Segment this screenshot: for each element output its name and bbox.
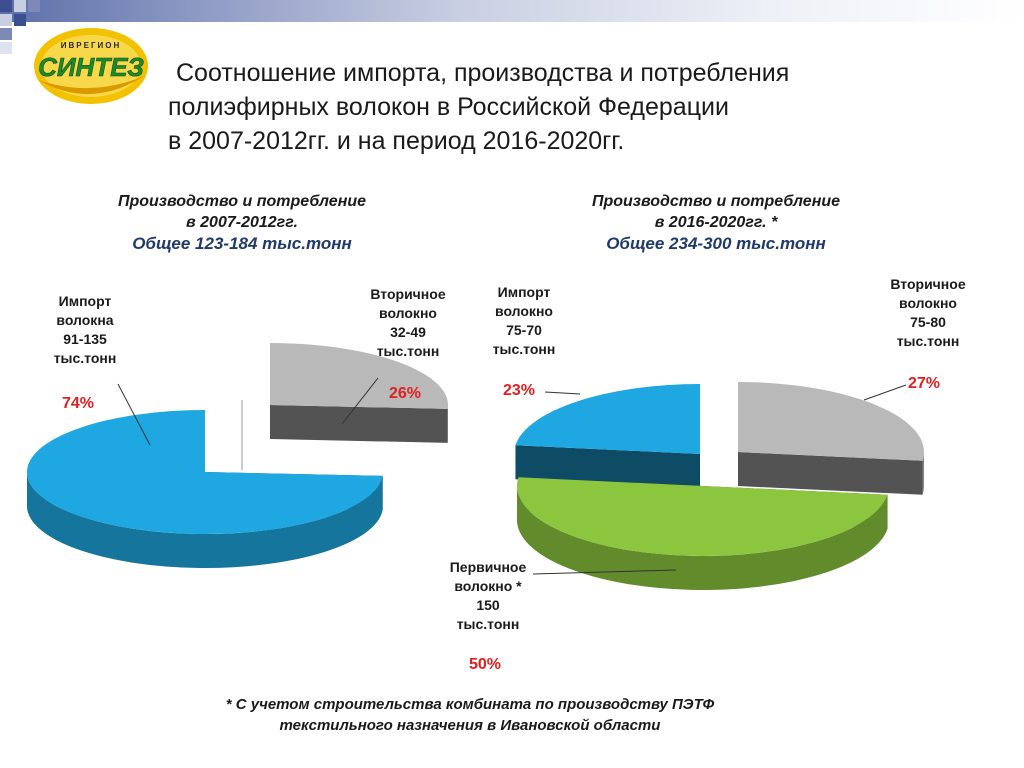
chart1-secondary-label: Вторичное волокно 32-49 тыс.тонн	[352, 285, 464, 361]
chart2-slice-secondary	[738, 382, 924, 495]
chart2-primary-label: Первичное волокно * 150 тыс.тонн	[432, 558, 544, 634]
chart1-heading-line1: Производство и потребление	[117, 193, 367, 210]
chart2-primary-leader	[532, 569, 677, 575]
chart1-secondary-label-line3: 32-49	[390, 324, 426, 340]
chart2-import-label: Импорт волокно 75-70 тыс.тонн	[472, 283, 576, 359]
company-logo: ИВРЕГИОН СИНТЕЗ	[34, 28, 148, 104]
chart2-secondary-label-line1: Вторичное	[890, 276, 966, 292]
chart1-import-label-line3: 91-135	[63, 331, 107, 347]
chart1-heading: Производство и потребление в 2007-2012гг…	[60, 191, 424, 254]
chart1-total: Общее 123-184 тыс.тонн	[132, 234, 352, 253]
footnote-line1: * С учетом строительства комбината по пр…	[225, 696, 715, 713]
chart2-heading-line1: Производство и потребление	[591, 193, 841, 210]
header-band	[0, 0, 1024, 22]
chart2-total: Общее 234-300 тыс.тонн	[606, 234, 826, 253]
title-line-2: полиэфирных волокон в Российской Федерац…	[168, 93, 729, 121]
logo-top-text: ИВРЕГИОН	[61, 41, 121, 50]
chart2-secondary-label-line3: 75-80	[910, 314, 946, 330]
chart2-heading: Производство и потребление в 2016-2020гг…	[534, 191, 898, 254]
chart1-slice-secondary	[270, 343, 448, 443]
chart2-secondary-label: Вторичное волокно 75-80 тыс.тонн	[872, 275, 984, 351]
chart1-import-label-line4: тыс.тонн	[53, 350, 117, 366]
chart2-primary-label-line2: волокно *	[454, 578, 522, 594]
chart2-secondary-leader	[863, 384, 907, 401]
chart2-secondary-label-line2: волокно	[899, 295, 957, 311]
chart2-import-leader	[544, 391, 581, 395]
chart1-secondary-leader	[341, 377, 379, 425]
chart1-import-label-line2: волокна	[56, 312, 114, 328]
chart2-secondary-percent: 27%	[908, 375, 941, 392]
chart1-secondary-label-line2: волокно	[379, 305, 437, 321]
chart1-heading-line2: в 2007-2012гг.	[186, 214, 298, 231]
chart2-primary-label-line1: Первичное	[449, 559, 527, 575]
footnote-line2: текстильного назначения в Ивановской обл…	[279, 717, 661, 734]
title-line-1: Соотношение импорта, производства и потр…	[176, 59, 790, 87]
chart2-heading-line2: в 2016-2020гг. *	[654, 214, 778, 231]
chart1-slice-import	[26, 410, 383, 568]
footnote: * С учетом строительства комбината по пр…	[140, 694, 800, 736]
chart1-secondary-label-line1: Вторичное	[370, 286, 446, 302]
chart1-import-label: Импорт волокна 91-135 тыс.тонн	[30, 292, 140, 368]
chart1-secondary-label-line4: тыс.тонн	[376, 343, 440, 359]
chart2-secondary-label-line4: тыс.тонн	[896, 333, 960, 349]
chart1-import-percent: 74%	[62, 395, 95, 412]
chart1-import-leader	[117, 383, 151, 446]
chart2-import-label-line4: тыс.тонн	[492, 341, 556, 357]
chart2-import-label-line3: 75-70	[506, 322, 542, 338]
chart1-import-label-line1: Импорт	[58, 293, 112, 309]
chart2-primary-label-line4: тыс.тонн	[456, 616, 520, 632]
page-title: Соотношение импорта, производства и потр…	[168, 56, 928, 158]
chart2-import-label-line1: Импорт	[497, 284, 551, 300]
chart2-import-percent: 23%	[503, 382, 536, 399]
title-line-3: в 2007-2012гг. и на период 2016-2020гг.	[168, 127, 625, 155]
corner-squares	[0, 0, 40, 54]
chart2-slice-primary	[517, 477, 888, 590]
chart2-primary-label-line3: 150	[476, 597, 500, 613]
chart2-import-label-line2: волокно	[495, 303, 553, 319]
chart1-secondary-percent: 26%	[389, 385, 422, 402]
logo-brand-text: СИНТЕЗ	[38, 52, 144, 82]
chart2-slice-import	[515, 384, 700, 488]
chart2-primary-percent: 50%	[469, 656, 502, 673]
